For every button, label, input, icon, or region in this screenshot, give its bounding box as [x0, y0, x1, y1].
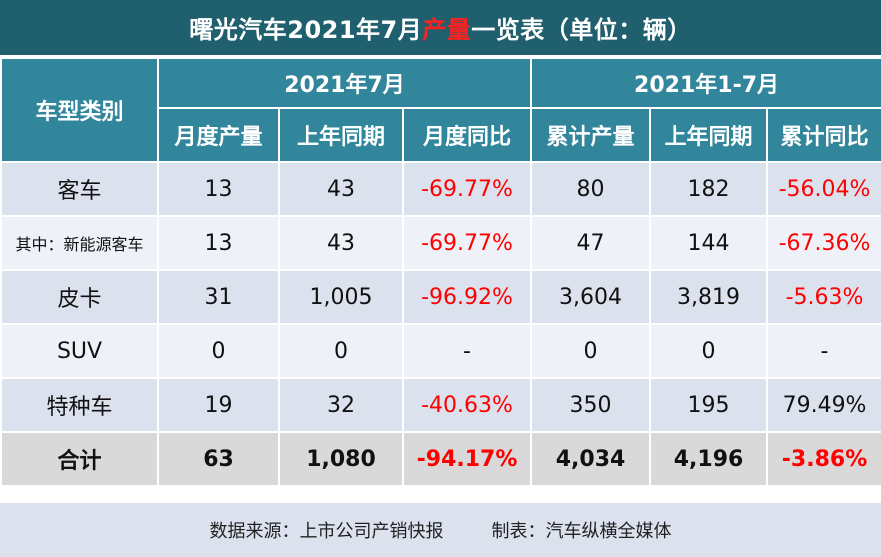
header-col-monthly-yoy: 月度同比: [401, 107, 533, 163]
cell-monthly-output: 13: [157, 215, 280, 271]
cell-cumulative-yoy: -: [766, 323, 881, 379]
footer-source: 数据来源：上市公司产销快报: [209, 521, 444, 542]
cell-cumulative-output: 0: [530, 323, 652, 379]
table-footer: 数据来源：上市公司产销快报 制表：汽车纵横全媒体: [0, 503, 881, 557]
header-col-monthly-output: 月度产量: [157, 107, 280, 163]
cell-prev-year-cumulative: 3,819: [649, 269, 769, 325]
header-col-cumulative-yoy: 累计同比: [766, 107, 881, 163]
cell-prev-year-cumulative: 4,196: [649, 431, 769, 487]
cell-cumulative-output: 4,034: [530, 431, 652, 487]
cell-cumulative-output: 80: [530, 161, 652, 217]
row-category: 其中：新能源客车: [0, 215, 159, 271]
cell-prev-year-month: 1,080: [278, 431, 404, 487]
header-group-month: 2021年7月: [156, 57, 533, 109]
row-category: 合计: [0, 431, 159, 487]
cell-monthly-yoy: -69.77%: [401, 215, 533, 271]
cell-monthly-yoy: -96.92%: [401, 269, 533, 325]
table-row: 其中：新能源客车 13 43 -69.77% 47 144 -67.36%: [0, 215, 881, 271]
header-group-ytd: 2021年1-7月: [530, 57, 881, 109]
table-title: 曙光汽车2021年7月 产量 一览表（单位：辆）: [0, 0, 881, 55]
cell-monthly-output: 13: [157, 161, 280, 217]
table-row: 客车 13 43 -69.77% 80 182 -56.04%: [0, 161, 881, 217]
header-row-groups: 车型类别 2021年7月 2021年1-7月: [0, 57, 881, 163]
cell-monthly-output: 31: [157, 269, 280, 325]
cell-prev-year-month: 0: [278, 323, 404, 379]
header-col-cumulative-output: 累计产量: [530, 107, 652, 163]
cell-prev-year-month: 43: [278, 215, 404, 271]
table-row: 皮卡 31 1,005 -96.92% 3,604 3,819 -5.63%: [0, 269, 881, 325]
cell-cumulative-yoy: -5.63%: [766, 269, 881, 325]
cell-prev-year-month: 32: [278, 377, 404, 433]
table-row: 特种车 19 32 -40.63% 350 195 79.49%: [0, 377, 881, 433]
title-prefix: 曙光汽车2021年7月: [189, 16, 423, 44]
cell-monthly-output: 0: [157, 323, 280, 379]
cell-monthly-yoy: -69.77%: [401, 161, 533, 217]
row-category: 特种车: [0, 377, 159, 433]
table-row: SUV 0 0 - 0 0 -: [0, 323, 881, 379]
cell-cumulative-yoy: -56.04%: [766, 161, 881, 217]
header-col-prev-year-month: 上年同期: [278, 107, 404, 163]
cell-cumulative-yoy: -67.36%: [766, 215, 881, 271]
row-category: SUV: [0, 323, 159, 379]
title-highlight: 产量: [422, 16, 472, 44]
cell-prev-year-cumulative: 144: [649, 215, 769, 271]
footer-author: 制表：汽车纵横全媒体: [491, 521, 672, 542]
cell-monthly-output: 19: [157, 377, 280, 433]
cell-prev-year-month: 1,005: [278, 269, 404, 325]
row-category: 客车: [0, 161, 159, 217]
header-category: 车型类别: [0, 57, 159, 163]
table-row-total: 合计 63 1,080 -94.17% 4,034 4,196 -3.86%: [0, 431, 881, 487]
header-col-prev-year-cumulative: 上年同期: [649, 107, 769, 163]
cell-prev-year-cumulative: 195: [649, 377, 769, 433]
header-row-columns: 月度产量 上年同期 月度同比 累计产量 上年同期 累计同比: [1, 107, 881, 163]
row-category: 皮卡: [0, 269, 159, 325]
cell-prev-year-month: 43: [278, 161, 404, 217]
cell-cumulative-yoy: -3.86%: [766, 431, 881, 487]
cell-monthly-yoy: -40.63%: [401, 377, 533, 433]
cell-prev-year-cumulative: 0: [649, 323, 769, 379]
cell-prev-year-cumulative: 182: [649, 161, 769, 217]
production-table: 车型类别 2021年7月 2021年1-7月 月度产量 上年同期 月度同比 累计…: [0, 57, 881, 487]
cell-monthly-yoy: -: [401, 323, 533, 379]
cell-cumulative-output: 350: [530, 377, 652, 433]
cell-cumulative-output: 47: [530, 215, 652, 271]
title-suffix: 一览表（单位：辆）: [471, 16, 692, 44]
cell-cumulative-yoy: 79.49%: [766, 377, 881, 433]
cell-monthly-yoy: -94.17%: [401, 431, 533, 487]
cell-cumulative-output: 3,604: [530, 269, 652, 325]
cell-monthly-output: 63: [157, 431, 280, 487]
